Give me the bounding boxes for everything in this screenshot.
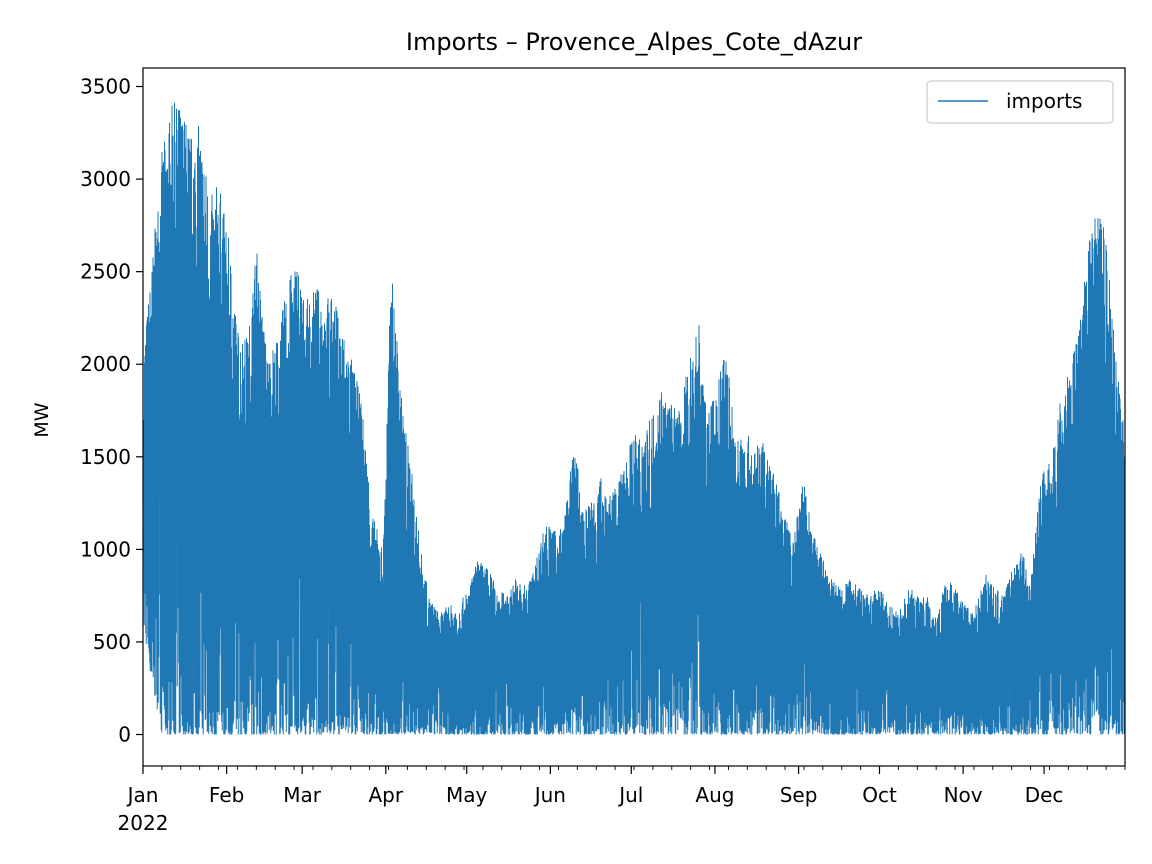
legend-label-imports: imports [1006,89,1082,113]
series-layer [143,102,1125,735]
legend-box [926,80,1114,124]
y-axis-label: MW [31,402,53,437]
y-tick-label: 3500 [80,75,131,99]
x-tick-sublabel: 2022 [118,811,169,835]
x-tick-label: Sep [780,783,818,807]
series-line-imports [143,102,1125,735]
axis-layer: 0 500 1000 1500 2000 2500 3000 3500 Jan 2022 Feb Ma… [80,75,1126,835]
y-tick-label: 1500 [80,445,131,469]
x-tick-label: Jun [533,783,566,807]
x-tick-label: Nov [944,783,983,807]
y-tick-label: 3000 [80,167,131,191]
x-tick-label: Dec [1025,783,1064,807]
x-tick-label: Jul [617,783,643,807]
x-tick-label: May [446,783,488,807]
x-tick-label: Jan [126,783,159,807]
y-tick-label: 2500 [80,260,131,284]
plot-frame [142,67,1126,767]
x-tick-label: Oct [862,783,897,807]
legend: imports [926,80,1114,124]
x-tick-label: Feb [209,783,244,807]
y-tick-label: 500 [93,630,131,654]
x-tick-label: Apr [368,783,403,807]
x-tick-label: Mar [283,783,322,807]
y-tick-label: 0 [118,723,131,747]
chart-title: Imports – Provence_Alpes_Cote_dAzur [406,28,862,56]
x-tick-label: Aug [695,783,734,807]
y-tick-label: 2000 [80,352,131,376]
y-tick-label: 1000 [80,537,131,561]
